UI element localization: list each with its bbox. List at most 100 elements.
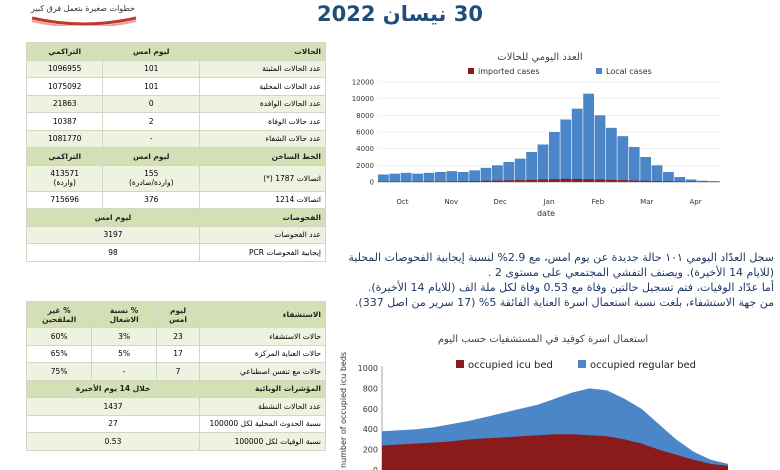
row-unvacc: 75% (25, 362, 93, 381)
hosp-header-occupancy: % نسبة الاشغال (91, 301, 157, 328)
table-row: نسبة الوفيات لكل 100000 0.53 (26, 432, 326, 451)
chart2-areas (382, 388, 728, 470)
row-value: 98 (26, 243, 200, 262)
table-row: حالات الاستشفاء 23 3% 60% (25, 327, 326, 346)
table-row: نسبة الحدوث المحلية لكل 100000 27 (26, 414, 326, 433)
table-row: إيجابية الفحوصات PCR 98 (26, 243, 326, 262)
imported-cases-bar (526, 179, 537, 182)
row-label: عدد الفحوصات (199, 225, 326, 244)
legend-imported-label: imported cases (478, 67, 540, 76)
row-label: إيجابية الفحوصات PCR (199, 243, 326, 262)
row-label: حالات مع تنفس اصطناعي (199, 362, 326, 381)
row-cumulative: 715696 (25, 190, 104, 209)
imported-cases-bar (583, 179, 594, 182)
table-row: عدد حالات الوفاة 2 10387 (25, 112, 326, 131)
imported-cases-bar (503, 180, 515, 182)
row-cumulative: 413571 (واردة) (25, 164, 104, 192)
row-today: 155 (واردة/صادرة) (102, 164, 200, 192)
legend-icu-label: occupied icu bed (468, 360, 553, 371)
row-today: 376 (102, 190, 200, 209)
row-label: عدد الحالات المثبتة (199, 59, 326, 78)
row-label: عدد الحالات المحلية (199, 77, 326, 96)
hosp-header-row: الاستشفاء ليوم امس % نسبة الاشغال % غير … (25, 301, 326, 328)
imported-cases-bar (549, 179, 560, 182)
chart2-y-tick: 200 (363, 446, 378, 455)
chart2-y-tick: 1000 (358, 364, 378, 373)
imported-cases-bar (640, 180, 651, 182)
imported-cases-bar (435, 181, 446, 182)
local-cases-bar (685, 179, 697, 182)
local-cases-bar (446, 171, 458, 182)
local-cases-bar (537, 144, 549, 182)
epi-header-row: المؤشرات الوبائية خلال 14 يوم الأخيرة (26, 379, 326, 398)
row-today: 7 (156, 362, 200, 381)
local-cases-bar (651, 165, 663, 182)
hosp-header-today: ليوم امس (156, 301, 200, 328)
hotline-header-cumulative: التراكمي (25, 147, 104, 166)
local-cases-bar (469, 170, 480, 182)
row-label: حالات العناية المركزة (199, 344, 326, 363)
chart1-title: العدد اليومي للحالات (497, 52, 582, 63)
local-cases-bar (594, 115, 606, 182)
imported-cases-bar (663, 181, 674, 182)
local-cases-bar (526, 152, 537, 182)
row-unvacc: 60% (25, 327, 93, 346)
table-row: حالات مع تنفس اصطناعي 7 - 75% (25, 362, 326, 381)
imported-cases-bar (514, 180, 526, 182)
local-cases-bar (435, 172, 446, 182)
hotline-cumulative-sub: (واردة) (53, 178, 76, 187)
row-value: 27 (26, 414, 200, 433)
chart1-y-tick: 8000 (356, 112, 374, 120)
chart1-y-tick: 6000 (356, 129, 374, 137)
row-today: 23 (156, 327, 200, 346)
chart1-x-tick: Jan (543, 198, 555, 206)
tests-header-today: ليوم امس (26, 208, 200, 227)
cases-header-today: ليوم امس (102, 42, 200, 61)
table-row: اتصالات 1214 376 715696 (25, 190, 326, 209)
hosp-header-label: الاستشفاء (199, 301, 326, 328)
row-cumulative: 1081770 (25, 129, 104, 148)
row-label: اتصالات 1787 (*) (199, 164, 326, 192)
cases-header-label: الحالات (199, 42, 326, 61)
local-cases-bar (378, 174, 389, 182)
local-cases-bar (492, 165, 503, 182)
local-cases-bar (457, 172, 469, 182)
chart2-y-axis: 0 200 400 600 800 1000 (358, 364, 383, 470)
table-row: عدد الحالات المحلية 101 1075092 (25, 77, 326, 96)
imported-cases-bar (457, 181, 469, 182)
table-row: عدد حالات الشفاء - 1081770 (25, 129, 326, 148)
row-occupancy: 3% (91, 327, 157, 346)
row-label: عدد حالات الوفاة (199, 112, 326, 131)
epi-header-period: خلال 14 يوم الأخيرة (26, 379, 200, 398)
row-label: نسبة الحدوث المحلية لكل 100000 (199, 414, 326, 433)
row-cumulative: 21863 (25, 94, 104, 113)
chart1-x-axis: Oct Nov Dec Jan Feb Mar Apr (396, 198, 701, 206)
local-cases-bar (560, 119, 572, 182)
hotline-header-today: ليوم امس (102, 147, 200, 166)
local-cases-bar (583, 93, 594, 182)
chart1-bars (378, 93, 720, 182)
local-cases-bar (663, 172, 674, 182)
daily-cases-chart: العدد اليومي للحالات imported cases Loca… (352, 52, 720, 218)
bed-occupancy-chart: استعمال اسرة كوفيد في المستشفيات حسب الي… (339, 334, 728, 470)
local-cases-bar (640, 157, 651, 182)
local-cases-bar (628, 147, 640, 182)
local-cases-bar (571, 108, 583, 182)
chart1-y-tick: 0 (370, 179, 374, 187)
chart1-x-tick: Nov (444, 198, 458, 206)
hosp-header-unvacc: % غير الملقحين (25, 301, 93, 328)
hospitalization-table: الاستشفاء ليوم امس % نسبة الاشغال % غير … (25, 301, 326, 451)
chart1-x-tick: Apr (690, 198, 702, 206)
row-cumulative: 1075092 (25, 77, 104, 96)
chart1-y-tick: 12000 (352, 79, 374, 87)
local-cases-bar (606, 127, 617, 182)
tests-header-row: الفحوصات ليوم امس (26, 208, 326, 227)
table-row: عدد الحالات الوافدة 0 21863 (25, 94, 326, 113)
imported-cases-bar (571, 179, 583, 182)
imported-cases-bar (606, 179, 617, 182)
tests-header-label: الفحوصات (199, 208, 326, 227)
cases-header-row: الحالات ليوم امس التراكمي (25, 42, 326, 61)
legend-imported-swatch (468, 68, 474, 74)
chart1-x-tick: Oct (396, 198, 408, 206)
logo-text: خطوات صغيرة بتعمل فرق كبير (31, 4, 135, 13)
